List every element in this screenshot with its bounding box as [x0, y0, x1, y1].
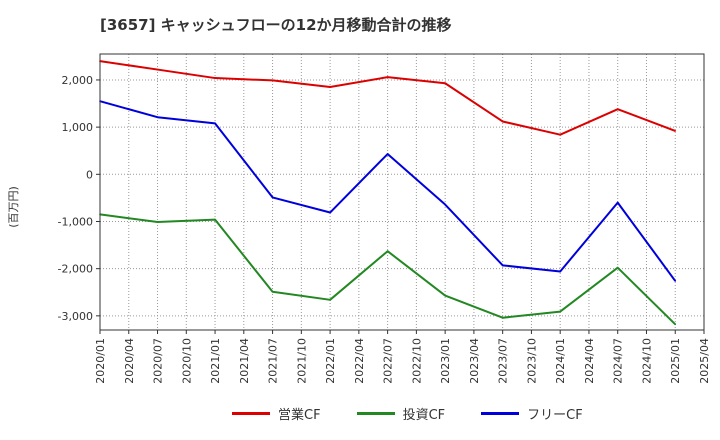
data-point — [386, 250, 389, 253]
legend-item-investing: 投資CF — [356, 404, 446, 423]
data-point — [559, 310, 561, 313]
y-tick-label: 1,000 — [62, 121, 94, 134]
legend-item-free: フリーCF — [481, 404, 583, 423]
grid — [100, 54, 704, 330]
x-tick-label: 2021/04 — [238, 338, 251, 384]
data-point — [616, 201, 619, 204]
series-lines — [99, 60, 677, 326]
y-axis-ticks: 2,000 1,000 0 -1,000 -2,000 -3,000 — [58, 74, 100, 323]
x-tick-label: 2020/01 — [94, 338, 107, 384]
x-axis-ticks: 2020/01 2020/04 2020/07 2020/10 2021/01 2021/… — [94, 330, 711, 384]
y-tick-label: -3,000 — [58, 310, 93, 323]
x-tick-label: 2022/07 — [382, 338, 395, 384]
data-point — [156, 68, 159, 71]
data-point — [616, 266, 619, 269]
data-point — [444, 203, 446, 206]
data-point — [329, 299, 331, 301]
data-point — [559, 133, 561, 136]
y-tick-label: -2,000 — [58, 263, 93, 276]
x-tick-label: 2024/10 — [640, 338, 653, 384]
x-tick-label: 2023/04 — [468, 338, 481, 384]
data-point — [214, 218, 216, 221]
x-tick-label: 2022/10 — [410, 338, 423, 384]
data-point — [271, 196, 274, 199]
data-point — [501, 264, 504, 267]
x-tick-label: 2020/10 — [180, 338, 193, 384]
data-point — [501, 120, 504, 123]
x-tick-label: 2024/01 — [554, 338, 567, 384]
x-tick-label: 2023/01 — [439, 338, 452, 384]
x-tick-label: 2025/01 — [669, 338, 682, 384]
data-point — [386, 76, 389, 78]
data-point — [271, 290, 274, 293]
data-point — [444, 82, 446, 85]
chart-title: [3657] キャッシュフローの12か月移動合計の推移 — [100, 16, 452, 34]
legend-swatch-investing — [356, 412, 395, 415]
data-point — [156, 221, 159, 223]
x-tick-label: 2024/07 — [612, 338, 625, 384]
x-tick-label: 2024/04 — [583, 338, 596, 384]
legend-label-investing: 投資CF — [402, 408, 446, 423]
data-point — [214, 77, 216, 79]
legend: 営業CF 投資CF フリーCF — [232, 404, 619, 423]
data-point — [214, 122, 216, 125]
legend-swatch-operating — [232, 412, 270, 415]
data-point — [501, 316, 504, 319]
series-line-2 — [99, 100, 677, 282]
legend-label-operating: 営業CF — [278, 408, 321, 423]
x-tick-label: 2020/04 — [123, 338, 136, 384]
y-tick-label: -1,000 — [58, 215, 93, 228]
x-tick-label: 2021/07 — [267, 338, 280, 384]
data-point — [444, 294, 446, 297]
x-tick-label: 2022/04 — [353, 338, 366, 384]
data-point — [674, 280, 677, 282]
legend-swatch-free — [481, 412, 520, 415]
x-tick-label: 2020/07 — [152, 338, 165, 384]
series-line-1 — [99, 213, 676, 326]
data-point — [271, 79, 274, 82]
x-tick-label: 2021/01 — [209, 338, 222, 384]
data-point — [559, 270, 561, 273]
data-point — [329, 211, 331, 214]
x-tick-label: 2025/04 — [698, 338, 711, 384]
plot-frame — [99, 53, 705, 331]
x-tick-label: 2021/10 — [295, 338, 308, 384]
y-axis-label: (百万円) — [7, 186, 20, 228]
y-tick-label: 2,000 — [62, 74, 94, 87]
data-point — [329, 86, 331, 88]
x-tick-label: 2022/01 — [324, 338, 337, 384]
data-point — [674, 323, 677, 326]
legend-label-free: フリーCF — [527, 408, 583, 423]
data-point — [674, 130, 677, 132]
legend-item-operating: 営業CF — [232, 404, 321, 423]
x-tick-label: 2023/07 — [497, 338, 510, 384]
data-point — [156, 116, 159, 119]
data-point — [386, 153, 389, 155]
y-tick-label: 0 — [86, 168, 93, 181]
x-tick-label: 2023/10 — [525, 338, 538, 384]
data-point — [616, 108, 619, 110]
